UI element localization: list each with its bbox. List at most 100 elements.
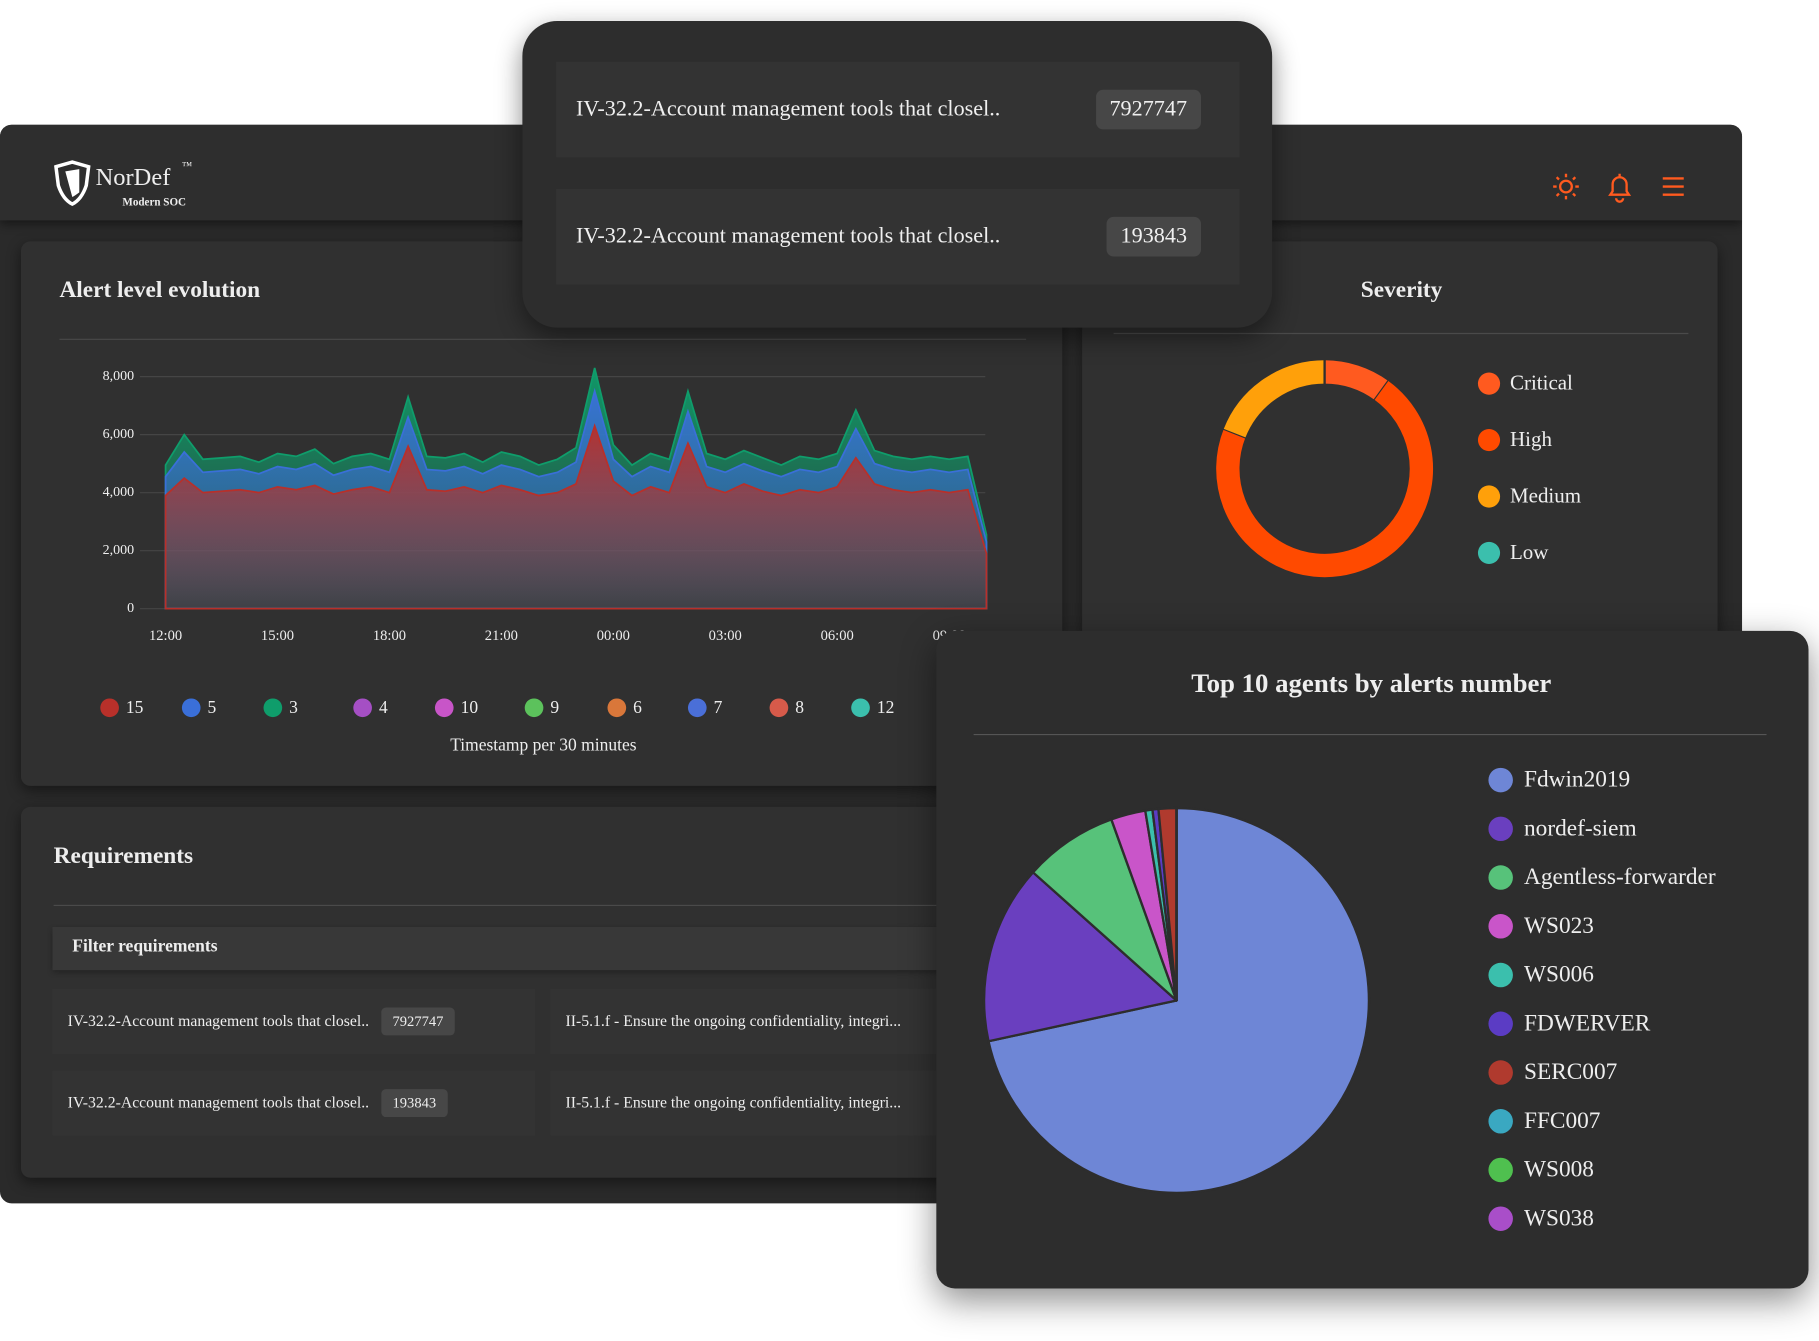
legend-swatch	[1488, 1109, 1513, 1134]
legend-swatch	[1477, 372, 1501, 395]
legend-swatch	[263, 698, 283, 718]
legend-label: Fdwin2019	[1524, 767, 1630, 793]
legend-label: 7	[714, 697, 723, 717]
x-tick-label: 21:00	[485, 628, 518, 644]
legend-swatch	[100, 698, 119, 718]
y-tick-label: 4,000	[103, 485, 134, 500]
legend-swatch	[524, 698, 544, 718]
legend-label: 12	[877, 697, 894, 717]
bell-icon[interactable]	[1608, 173, 1632, 203]
tagline: Modern SOC	[122, 196, 186, 208]
brand: NorDef	[96, 164, 172, 191]
donut-segment	[1324, 360, 1389, 401]
agents-panel: Top 10 agents by alerts number Fdwin2019 n…	[936, 630, 1809, 1289]
x-tick-label: 18:00	[373, 628, 406, 644]
legend-label: Medium	[1510, 483, 1581, 507]
legend-label: 15	[126, 697, 144, 717]
requirement-count: 7927747	[380, 1007, 456, 1036]
donut-segment	[1223, 360, 1325, 438]
legend-label: 6	[633, 697, 642, 717]
chart-title: Top 10 agents by alerts number	[1191, 668, 1551, 698]
filter-label: Filter requirements	[72, 937, 218, 957]
legend-label: 5	[208, 697, 217, 717]
y-tick-label: 2,000	[103, 543, 134, 558]
requirement[interactable]: IV-32.2-Account management tools that cl…	[52, 988, 536, 1055]
legend-swatch	[1477, 485, 1501, 508]
legend-label: Agentless-forwarder	[1524, 864, 1716, 890]
popup-item[interactable]: IV-32.2-Account management tools that cl…	[556, 61, 1240, 158]
popup-text: IV-32.2-Account management tools that cl…	[576, 223, 1001, 249]
trademark: ™	[182, 161, 192, 172]
popup-text: IV-32.2-Account management tools that cl…	[576, 96, 1001, 122]
legend-label: WS006	[1524, 962, 1594, 988]
popup-count: 193843	[1106, 216, 1202, 257]
legend-label: 9	[550, 697, 559, 717]
popup-count: 7927747	[1095, 89, 1202, 130]
requirements-title: Requirements	[53, 843, 194, 869]
x-tick-label: 15:00	[261, 628, 294, 644]
donut-chart: Severity Critical High Medium Low	[1113, 277, 1689, 578]
legend-label: 3	[289, 697, 298, 717]
legend-label: High	[1510, 427, 1552, 451]
legend-swatch	[1488, 767, 1513, 793]
area-chart: Alert level evolution 0 2,000 4,000 6,000 8,0…	[59, 277, 1027, 754]
menu-icon[interactable]	[1662, 177, 1684, 196]
legend-swatch	[181, 698, 201, 718]
legend-swatch	[1488, 1060, 1513, 1085]
legend-swatch	[434, 698, 454, 718]
x-axis-label: Timestamp per 30 minutes	[450, 734, 637, 754]
y-tick-label: 8,000	[103, 369, 134, 384]
legend-label: 4	[379, 697, 388, 717]
x-tick-label: 00:00	[597, 628, 630, 644]
divider	[53, 904, 1687, 907]
chart-title: Severity	[1361, 277, 1443, 303]
logo-shield	[54, 160, 91, 207]
y-tick-label: 0	[127, 601, 134, 616]
legend-swatch	[1477, 428, 1501, 452]
legend-swatch	[1488, 914, 1513, 939]
donut-segment	[1216, 381, 1434, 578]
y-tick-label: 6,000	[103, 427, 134, 442]
pie-slice	[1031, 818, 1178, 1002]
legend-label: WS038	[1524, 1205, 1594, 1231]
legend-label: 8	[795, 697, 804, 717]
popup: IV-32.2-Account management tools that cl…	[522, 20, 1273, 328]
pie-chart: Top 10 agents by alerts number Fdwin2019 n…	[973, 668, 1767, 1231]
legend-swatch	[1488, 816, 1513, 842]
legend-swatch	[1488, 865, 1513, 890]
legend-label: Low	[1510, 540, 1549, 564]
legend-swatch	[851, 698, 870, 718]
area	[164, 423, 988, 610]
legend-swatch	[1488, 1206, 1513, 1231]
legend-swatch	[769, 698, 789, 718]
legend-label: WS023	[1524, 913, 1594, 939]
legend-label: FFC007	[1524, 1108, 1600, 1134]
legend-label: FDWERVER	[1524, 1010, 1651, 1036]
alert-card: Alert level evolution 0 2,000 4,000 6,000 8,0…	[20, 241, 1063, 786]
x-tick-label: 03:00	[709, 628, 742, 644]
requirement-text: IV-32.2-Account management tools that cl…	[67, 1012, 370, 1030]
logo-mark	[65, 169, 80, 198]
x-tick-label: 06:00	[821, 628, 854, 644]
legend-swatch	[1488, 1157, 1513, 1183]
legend-label: nordef-siem	[1524, 815, 1637, 841]
legend-label: Critical	[1510, 371, 1573, 395]
legend-label: WS008	[1524, 1157, 1594, 1183]
requirement-text: II-5.1.f - Ensure the ongoing confidenti…	[565, 1012, 902, 1030]
x-tick-label: 12:00	[149, 628, 182, 644]
pie-slice	[983, 871, 1178, 1043]
legend-swatch	[687, 698, 707, 718]
requirement[interactable]: IV-32.2-Account management tools that cl…	[52, 1070, 536, 1136]
chart-title: Alert level evolution	[59, 277, 260, 303]
legend-label: 10	[461, 697, 479, 717]
popup-item[interactable]: IV-32.2-Account management tools that cl…	[556, 188, 1240, 285]
legend-swatch	[607, 698, 627, 718]
logo[interactable]: NorDef ™ Modern SOC	[47, 157, 210, 215]
pie-slice	[987, 806, 1371, 1194]
legend-label: SERC007	[1524, 1059, 1617, 1085]
requirement-count: 193843	[380, 1089, 448, 1118]
sun-icon[interactable]	[1553, 173, 1579, 200]
legend-swatch	[1477, 541, 1501, 565]
